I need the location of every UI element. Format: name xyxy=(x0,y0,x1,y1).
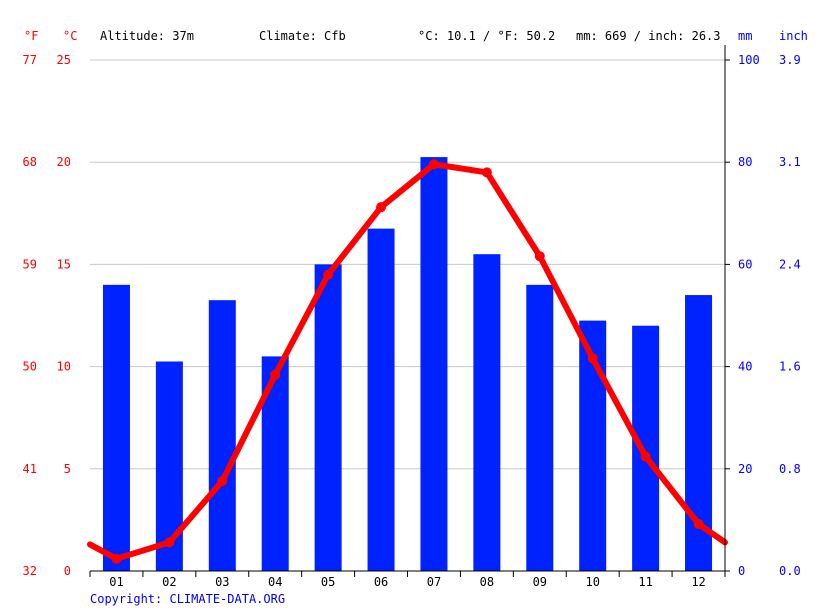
month-tick-label: 01 xyxy=(109,575,123,589)
fahrenheit-tick-label: 50 xyxy=(23,360,37,374)
month-tick-label: 11 xyxy=(638,575,652,589)
inch-tick-label: 3.1 xyxy=(779,155,801,169)
fahrenheit-tick-label: 41 xyxy=(23,462,37,476)
precipitation-bar xyxy=(420,157,448,571)
temperature-point xyxy=(640,451,651,462)
precipitation-bar xyxy=(526,284,554,571)
temperature-point xyxy=(111,553,122,564)
precipitation-bars xyxy=(102,157,713,571)
temperature-average-label: °C: 10.1 / °F: 50.2 xyxy=(418,29,555,43)
inch-tick-label: 2.4 xyxy=(779,257,801,271)
celsius-tick-label: 10 xyxy=(57,360,71,374)
mm-tick-label: 0 xyxy=(738,564,745,578)
fahrenheit-tick-label: 68 xyxy=(23,155,37,169)
precipitation-bar xyxy=(632,325,660,571)
mm-tick-label: 100 xyxy=(738,53,760,67)
month-tick-label: 09 xyxy=(533,575,547,589)
month-tick-label: 07 xyxy=(427,575,441,589)
celsius-tick-label: 15 xyxy=(57,257,71,271)
temperature-line xyxy=(87,159,728,564)
climate-label: Climate: Cfb xyxy=(259,29,346,43)
precipitation-bar xyxy=(473,254,501,571)
mm-tick-label: 20 xyxy=(738,462,752,476)
altitude-label: Altitude: 37m xyxy=(100,29,194,43)
inch-tick-label: 0.0 xyxy=(779,564,801,578)
fahrenheit-tick-label: 77 xyxy=(23,53,37,67)
month-tick-label: 08 xyxy=(480,575,494,589)
month-tick-label: 10 xyxy=(585,575,599,589)
inch-tick-label: 3.9 xyxy=(779,53,801,67)
mm-tick-label: 80 xyxy=(738,155,752,169)
temperature-line-path xyxy=(87,161,728,562)
temperature-point xyxy=(164,537,175,548)
precipitation-bar xyxy=(314,264,342,571)
temperature-point xyxy=(693,518,704,529)
temperature-point xyxy=(270,369,281,380)
axes xyxy=(89,45,730,577)
temperature-point xyxy=(376,202,387,213)
month-tick-label: 02 xyxy=(162,575,176,589)
temperature-point xyxy=(428,159,439,170)
celsius-tick-label: 20 xyxy=(57,155,71,169)
inch-tick-label: 1.6 xyxy=(779,360,801,374)
mm-unit-label: mm xyxy=(738,29,752,43)
month-tick-label: 04 xyxy=(268,575,282,589)
inch-tick-label: 0.8 xyxy=(779,462,801,476)
inch-unit-label: inch xyxy=(779,29,808,43)
month-tick-label: 12 xyxy=(691,575,705,589)
copyright-text: Copyright: CLIMATE-DATA.ORG xyxy=(90,592,285,606)
month-tick-label: 06 xyxy=(374,575,388,589)
celsius-tick-label: 0 xyxy=(64,564,71,578)
precipitation-bar xyxy=(102,284,130,571)
precipitation-bar xyxy=(367,228,395,571)
celsius-unit-label: °C xyxy=(63,29,77,43)
celsius-tick-label: 25 xyxy=(57,53,71,67)
temperature-point xyxy=(217,476,228,487)
temperature-point xyxy=(534,251,545,262)
precipitation-bar xyxy=(208,300,236,571)
month-tick-label: 03 xyxy=(215,575,229,589)
fahrenheit-tick-label: 32 xyxy=(23,564,37,578)
fahrenheit-tick-label: 59 xyxy=(23,257,37,271)
celsius-tick-label: 5 xyxy=(64,462,71,476)
mm-tick-label: 40 xyxy=(738,360,752,374)
month-tick-label: 05 xyxy=(321,575,335,589)
precipitation-total-label: mm: 669 / inch: 26.3 xyxy=(576,29,721,43)
mm-tick-label: 60 xyxy=(738,257,752,271)
temperature-point xyxy=(323,269,334,280)
tick-labels: 05101520253241505968770204060801000.00.8… xyxy=(23,53,801,589)
fahrenheit-unit-label: °F xyxy=(24,29,38,43)
gridlines xyxy=(90,59,725,470)
temperature-point xyxy=(587,353,598,364)
temperature-point xyxy=(481,167,492,178)
